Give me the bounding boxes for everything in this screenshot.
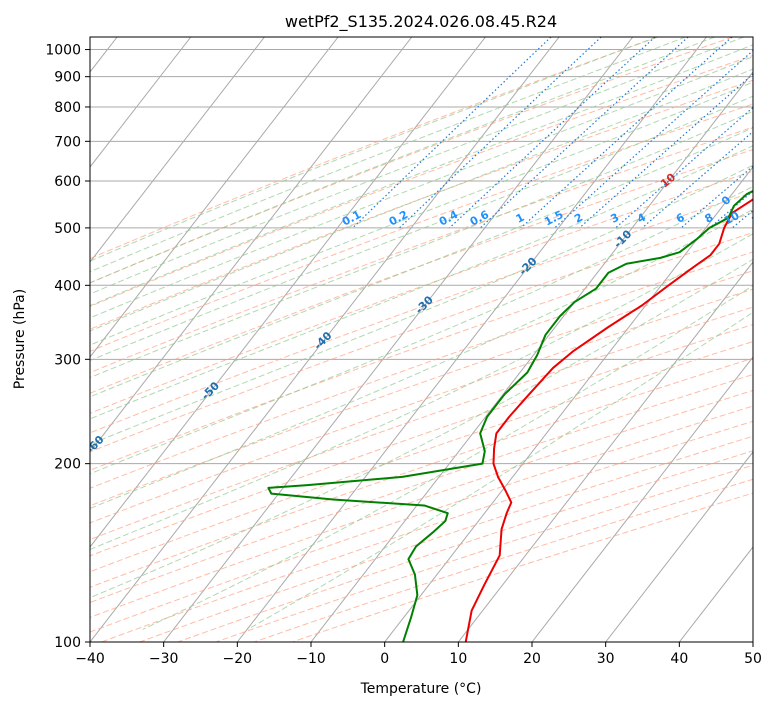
y-tick-label: 300 [54,352,81,368]
moist-adiabat-line [90,68,753,332]
isotherm-line [457,261,753,642]
moist-adiabat-line [90,233,753,550]
isotherm-line [531,356,753,642]
y-tick-label: 500 [54,221,81,237]
dry-adiabat-line [90,373,753,604]
x-tick-label: −10 [296,651,326,667]
isotherm-line [163,37,634,642]
y-axis-label: Pressure (hPa) [12,289,28,389]
x-tick-label: 10 [449,651,467,667]
isotherm-line [236,37,707,642]
moist-adiabat-line [90,37,686,273]
series-layer [267,189,753,642]
dry-adiabat-line [177,450,753,642]
isotherm-line [605,451,753,642]
dry-adiabat-line [90,126,753,374]
isotherm-line [90,37,413,453]
dry-adiabat-line [90,357,753,588]
mixing-ratio-line [680,165,753,229]
moist-adiabat-line [90,56,753,319]
moist-adiabat-line [90,164,753,445]
y-tick-label: 700 [54,134,81,150]
x-tick-label: 40 [670,651,688,667]
moist-adiabat-line [90,37,657,262]
dry-adiabat-line [90,288,753,524]
y-tick-label: 600 [54,174,81,190]
dry-adiabat-line [90,232,753,471]
moist-adiabat-line [90,145,753,420]
moist-adiabat-line [90,185,753,475]
dry-adiabat-line [90,389,753,618]
y-tick-label: 200 [54,457,81,473]
dry-adiabat-line [101,420,753,642]
isotherm-line [90,37,486,548]
dry-adiabat-line [90,148,753,394]
x-tick-label: −30 [149,651,179,667]
y-tick-label: 400 [54,278,81,294]
y-tick-label: 1000 [45,43,81,59]
x-tick-label: 30 [597,651,615,667]
y-tick-label: 900 [54,70,81,86]
moist-adiabat-line [90,37,744,295]
x-axis-label: Temperature (°C) [360,681,482,697]
x-tick-label: 0 [380,651,389,667]
dry-adiabat-line [215,464,753,642]
x-tick-label: 20 [523,651,541,667]
temperature-profile-line [464,198,753,642]
dry-adiabat-line [90,79,753,330]
mixing-ratio-line [615,106,753,229]
mixing-ratio-line [520,37,733,229]
dry-adiabat-line [292,492,753,642]
dry-adiabat-line [90,270,753,507]
moist-adiabat-line [90,44,753,307]
x-tick-label: −40 [75,651,105,667]
isotherm-line [752,641,753,642]
moist-adiabat-line [90,95,753,362]
chart-title: wetPf2_S135.2024.026.08.45.R24 [285,12,557,32]
mixing-ratio-line [760,37,775,228]
plot-frame [89,36,754,643]
axis-layer: −40 −30 −20 −10 0 10 20 30 40 50 1000 900 800 700 600 5… [45,43,762,667]
dry-adiabat-line [253,478,753,642]
dry-adiabat-line [90,212,753,453]
mixing-ratio-label: 10 [722,209,742,228]
moist-adiabat-label: 20 [760,135,775,155]
y-tick-label: 800 [54,100,81,116]
moist-adiabat-line [90,208,753,510]
moist-adiabat-line [90,37,715,284]
mixing-ratio-label: 13 [749,209,769,228]
x-tick-label: 50 [744,651,762,667]
isotherm-line [90,37,265,263]
dewpoint-profile-line [267,189,753,642]
dry-adiabat-line [90,37,659,260]
mixing-ratio-layer [352,37,775,229]
mixing-ratio-line [449,37,656,229]
mixing-ratio-label: 16 [771,209,775,228]
dry-adiabat-line [90,340,753,573]
dry-adiabat-line [90,306,753,541]
mixing-ratio-line [352,37,552,229]
isotherm-line [90,37,192,168]
x-tick-label: −20 [223,651,253,667]
y-tick-label: 100 [54,635,81,651]
isotherm-line [384,166,753,642]
